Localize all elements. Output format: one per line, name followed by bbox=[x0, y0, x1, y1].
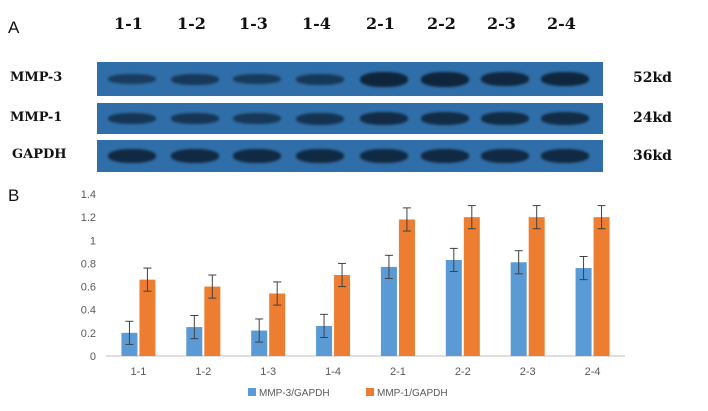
blot-band bbox=[421, 72, 469, 87]
bar-mmp1 bbox=[593, 217, 610, 356]
bar-mmp1 bbox=[463, 217, 480, 356]
blot-band bbox=[171, 149, 219, 163]
blot-band bbox=[233, 74, 281, 84]
bar-mmp3 bbox=[445, 259, 462, 356]
blot-strip-mmp3 bbox=[97, 62, 603, 96]
y-tick-label: 1 bbox=[90, 235, 96, 247]
blot-lane-label: 2-2 bbox=[427, 14, 456, 33]
x-tick-label: 1-1 bbox=[130, 366, 146, 378]
blot-lane-label: 1-1 bbox=[114, 14, 143, 33]
x-tick-label: 2-4 bbox=[585, 366, 601, 378]
blot-band bbox=[421, 112, 469, 125]
blot-band bbox=[541, 72, 589, 86]
y-tick-label: 1.2 bbox=[81, 212, 96, 224]
blot-size-mmp3: 52kd bbox=[633, 70, 672, 86]
legend-label: MMP-3/GAPDH bbox=[259, 388, 330, 399]
blot-band bbox=[171, 113, 219, 124]
x-tick-label: 2-1 bbox=[390, 366, 406, 378]
blot-band bbox=[360, 149, 408, 163]
blot-size-mmp1: 24kd bbox=[633, 110, 672, 126]
bar-mmp1 bbox=[204, 286, 221, 356]
blot-lane-label: 2-1 bbox=[366, 14, 395, 33]
blot-lane-label: 2-3 bbox=[487, 14, 516, 33]
blot-band bbox=[233, 113, 281, 124]
bar-chart: 0 0.2 0.4 0.6 0.8 1 1.2 1.4 1-1 1-2 1-3 1-4 2-1 2-2 2-… bbox=[81, 189, 625, 399]
blot-band bbox=[481, 149, 529, 163]
legend-swatch bbox=[366, 388, 374, 396]
blot-band bbox=[108, 74, 156, 84]
bar-mmp1 bbox=[528, 217, 545, 356]
bar-mmp1 bbox=[139, 279, 156, 356]
bar-mmp1 bbox=[269, 293, 286, 356]
blot-band bbox=[108, 149, 156, 163]
bar-mmp1 bbox=[334, 275, 351, 356]
x-tick-label: 1-2 bbox=[195, 366, 211, 378]
blot-lane-label: 2-4 bbox=[547, 14, 576, 33]
blot-lane-label: 1-2 bbox=[177, 14, 206, 33]
panel-a-letter: A bbox=[8, 18, 20, 37]
panel-b-letter: B bbox=[8, 186, 20, 205]
y-tick-label: 0.4 bbox=[81, 305, 96, 317]
blot-size-gapdh: 36kd bbox=[633, 148, 672, 164]
blot-band bbox=[541, 112, 589, 125]
blot-lane-label: 1-4 bbox=[302, 14, 331, 33]
bar-mmp3 bbox=[510, 262, 527, 356]
bar-mmp3 bbox=[316, 325, 333, 356]
blot-band bbox=[421, 149, 469, 163]
blot-strip-gapdh bbox=[97, 140, 603, 172]
blot-band bbox=[541, 149, 589, 163]
blot-band bbox=[360, 72, 408, 87]
blot-strip-mmp1 bbox=[97, 103, 603, 134]
blot-row-label-mmp3: MMP-3 bbox=[10, 70, 63, 85]
y-tick-label: 1.4 bbox=[81, 189, 96, 201]
blot-row-label-gapdh: GAPDH bbox=[12, 147, 67, 162]
legend-label: MMP-1/GAPDH bbox=[377, 388, 448, 399]
x-tick-label: 1-4 bbox=[325, 366, 341, 378]
x-tick-label: 2-2 bbox=[455, 366, 471, 378]
y-tick-label: 0 bbox=[90, 351, 96, 363]
x-tick-label: 1-3 bbox=[260, 366, 276, 378]
blot-row-label-mmp1: MMP-1 bbox=[10, 110, 63, 125]
blot-band bbox=[296, 74, 344, 85]
blot-band bbox=[108, 113, 156, 124]
blot-band bbox=[296, 113, 344, 125]
bar-mmp3 bbox=[186, 327, 203, 356]
bar-mmp3 bbox=[380, 266, 397, 356]
y-tick-label: 0.2 bbox=[81, 328, 96, 340]
bar-mmp3 bbox=[251, 330, 268, 356]
y-tick-label: 0.6 bbox=[81, 282, 96, 294]
x-tick-label: 2-3 bbox=[520, 366, 536, 378]
blot-band bbox=[481, 72, 529, 86]
bar-mmp3 bbox=[575, 268, 592, 356]
blot-band bbox=[296, 149, 344, 163]
blot-lane-label: 1-3 bbox=[239, 14, 268, 33]
bar-mmp1 bbox=[398, 219, 415, 356]
blot-band bbox=[171, 74, 219, 85]
blot-band bbox=[360, 112, 408, 125]
legend-swatch bbox=[248, 388, 256, 396]
blot-band bbox=[481, 112, 529, 125]
blot-band bbox=[233, 149, 281, 163]
y-tick-label: 0.8 bbox=[81, 258, 96, 270]
